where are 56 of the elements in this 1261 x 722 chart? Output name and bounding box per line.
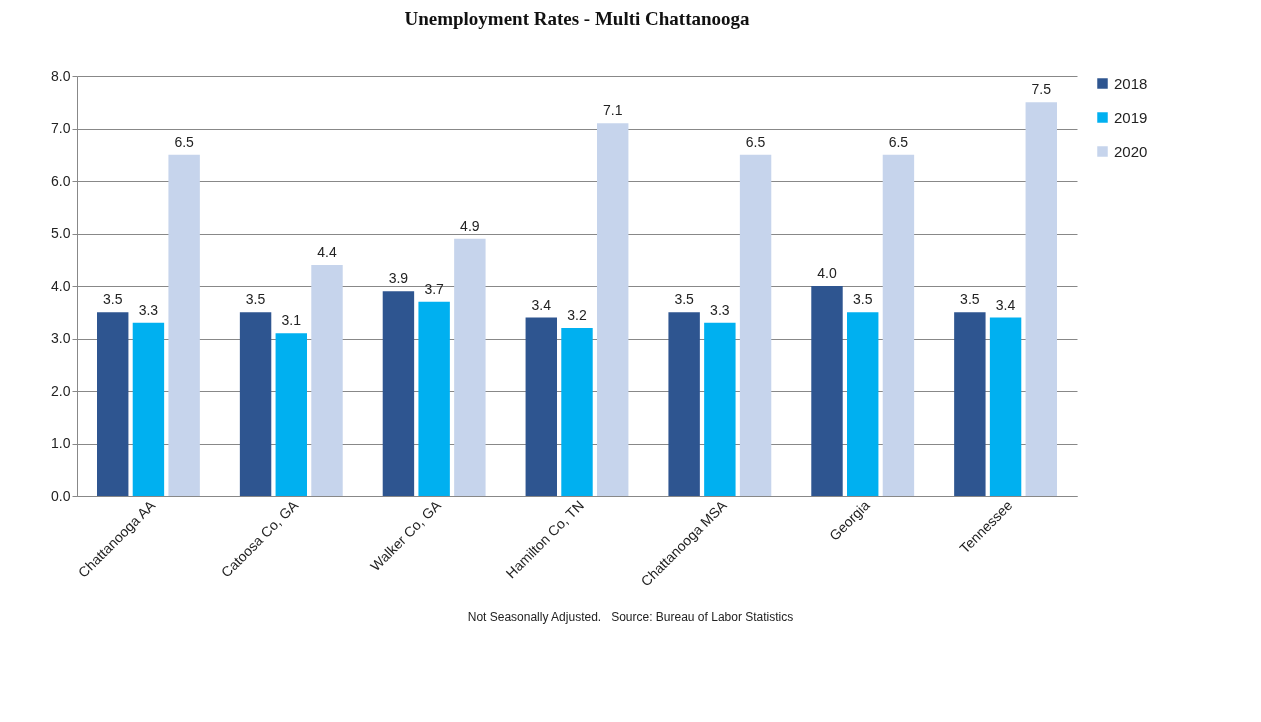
chart-title: Unemployment Rates - Multi Chattanooga: [404, 8, 751, 29]
data-label: 3.5: [960, 291, 980, 308]
y-tick-label: 1.0: [51, 435, 71, 451]
bar: [882, 154, 915, 496]
y-tick-label: 4.0: [51, 277, 71, 294]
data-label: 3.2: [567, 307, 587, 323]
data-label: 3.3: [138, 301, 159, 318]
bar: [1025, 102, 1057, 496]
data-label: 4.0: [817, 265, 837, 281]
text: Not Seasonally Adjusted. Source: Bureau of Labor Statistics: [466, 610, 795, 624]
y-tick-label: 3.0: [51, 330, 71, 346]
bar: [382, 291, 415, 496]
y-tick-label: 5.0: [51, 225, 71, 241]
data-label: 4.9: [460, 217, 480, 234]
bar: [704, 322, 736, 496]
bar: [811, 286, 843, 496]
data-label: 3.4: [531, 296, 552, 313]
data-label: 7.1: [602, 102, 623, 119]
data-label: 4.4: [317, 244, 337, 260]
bar: [989, 317, 1022, 496]
data-label: 3.3: [710, 301, 730, 318]
data-label: 3.5: [674, 291, 695, 308]
data-label: 3.5: [245, 291, 266, 308]
data-label: 6.5: [745, 133, 766, 150]
data-label: 3.5: [852, 291, 873, 308]
bar: [97, 312, 129, 496]
bar: [168, 154, 200, 496]
y-tick-label: 6.0: [51, 172, 71, 189]
legend-label: 2020: [1114, 142, 1148, 160]
data-label: 3.5: [102, 291, 123, 308]
data-label: 6.5: [888, 133, 909, 150]
bar: [418, 301, 450, 496]
legend-label: 2019: [1114, 108, 1148, 126]
legend-label: 2018: [1114, 74, 1148, 92]
y-tick-label: 8.0: [51, 67, 71, 84]
bar: [525, 317, 557, 496]
bar: [668, 312, 700, 496]
data-label: 6.5: [174, 133, 195, 150]
bar: [561, 328, 593, 496]
bar: [132, 322, 165, 496]
data-label: 3.9: [388, 270, 409, 287]
bar: [275, 333, 307, 496]
data-label: 3.7: [424, 280, 445, 297]
y-tick-label: 0.0: [51, 487, 71, 504]
y-tick-label: 2.0: [51, 382, 71, 399]
bar: [239, 312, 272, 496]
data-label: 7.5: [1031, 81, 1052, 98]
bar: [311, 265, 343, 496]
bar: [739, 154, 772, 496]
data-label: 3.4: [995, 296, 1016, 313]
bar: [847, 312, 879, 496]
bar: [954, 312, 986, 496]
y-tick-label: 7.0: [51, 120, 71, 136]
bar: [454, 238, 486, 496]
data-label: 3.1: [281, 312, 302, 329]
bar: [597, 123, 629, 496]
